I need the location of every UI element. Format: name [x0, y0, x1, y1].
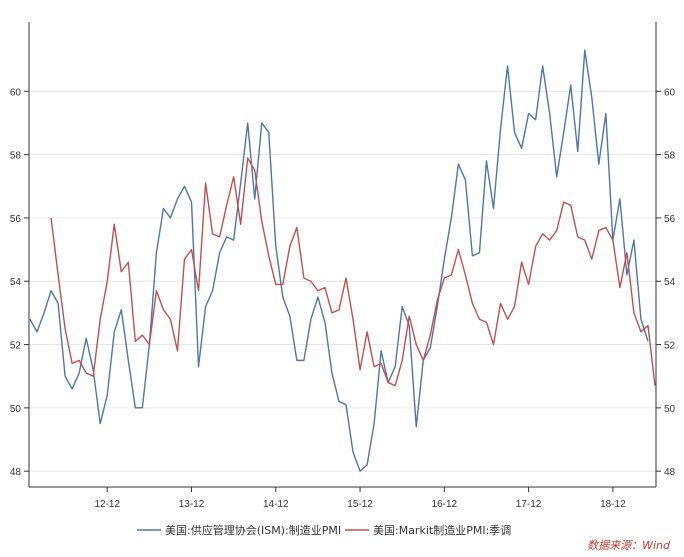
source-label: 数据来源：Wind — [587, 539, 670, 552]
legend: 美国:供应管理协会(ISM):制造业PMI 美国:Markit制造业PMI:季调 — [137, 523, 511, 537]
x-tick-label: 12-12 — [94, 499, 120, 510]
y-tick-label-right: 58 — [664, 151, 676, 162]
y-tick-label-left: 56 — [10, 214, 22, 225]
x-tick-label: 18-12 — [600, 499, 626, 510]
y-axis-right: 48 50 52 54 56 58 60 — [656, 87, 676, 478]
legend-label-1: 美国:供应管理协会(ISM):制造业PMI — [165, 523, 341, 537]
series-lines — [29, 49, 656, 472]
y-tick-label-left: 52 — [10, 341, 22, 352]
x-tick-label: 15-12 — [347, 499, 373, 510]
x-tick-label: 14-12 — [263, 499, 289, 510]
y-tick-label-left: 60 — [10, 87, 22, 98]
legend-label-2: 美国:Markit制造业PMI:季调 — [373, 523, 511, 537]
y-tick-label-right: 48 — [664, 467, 676, 478]
y-tick-label-right: 54 — [664, 277, 676, 288]
series-line-1 — [29, 49, 649, 472]
y-tick-label-right: 60 — [664, 87, 676, 98]
y-tick-label-right: 50 — [664, 404, 676, 415]
y-axis-left: 48 50 52 54 56 58 60 — [10, 87, 29, 478]
y-tick-label-right: 56 — [664, 214, 676, 225]
y-tick-label-left: 48 — [10, 467, 22, 478]
x-tick-label: 17-12 — [516, 499, 542, 510]
axes — [28, 22, 657, 488]
y-tick-label-left: 58 — [10, 151, 22, 162]
x-tick-label: 13-12 — [179, 499, 205, 510]
y-tick-label-right: 52 — [664, 341, 676, 352]
y-tick-label-left: 54 — [10, 277, 22, 288]
gridlines — [29, 90, 656, 472]
x-axis: 12-12 13-12 14-12 15-12 16-12 17-12 18-12 — [94, 487, 626, 510]
x-tick-label: 16-12 — [432, 499, 458, 510]
series-line-2 — [50, 157, 656, 387]
y-tick-label-left: 50 — [10, 404, 22, 415]
